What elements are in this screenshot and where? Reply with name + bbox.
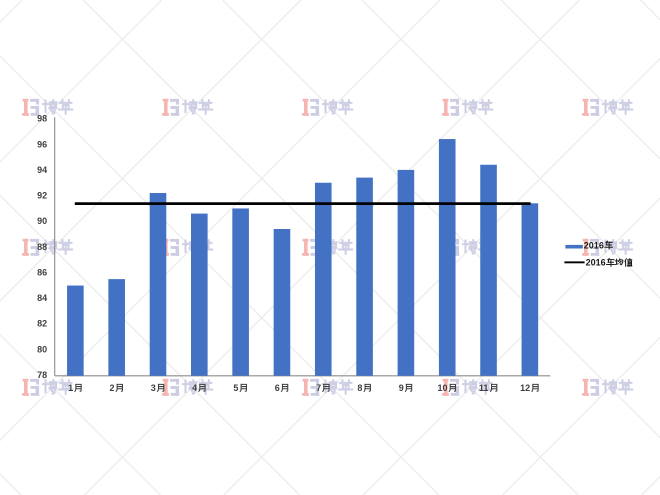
svg-text:3: 3 — [151, 383, 156, 393]
svg-text:2: 2 — [109, 383, 114, 393]
svg-text:88: 88 — [37, 242, 47, 252]
svg-text:94: 94 — [37, 165, 47, 175]
svg-text:11: 11 — [479, 383, 489, 393]
svg-text:10: 10 — [438, 383, 448, 393]
svg-text:5: 5 — [233, 383, 238, 393]
svg-text:8: 8 — [357, 383, 362, 393]
svg-text:9: 9 — [399, 383, 404, 393]
svg-text:4: 4 — [192, 383, 197, 393]
svg-text:80: 80 — [37, 344, 47, 354]
svg-text:78: 78 — [37, 370, 47, 380]
svg-text:98: 98 — [37, 114, 47, 124]
svg-text:86: 86 — [37, 267, 47, 277]
svg-text:82: 82 — [37, 319, 47, 329]
svg-text:90: 90 — [37, 216, 47, 226]
svg-text:7: 7 — [316, 383, 321, 393]
svg-text:84: 84 — [37, 293, 47, 303]
svg-text:12: 12 — [520, 383, 530, 393]
svg-text:96: 96 — [37, 139, 47, 149]
svg-text:6: 6 — [275, 383, 280, 393]
svg-text:2016: 2016 — [584, 240, 604, 250]
svg-text:92: 92 — [37, 191, 47, 201]
svg-text:1: 1 — [68, 383, 73, 393]
svg-text:2016: 2016 — [586, 258, 606, 268]
